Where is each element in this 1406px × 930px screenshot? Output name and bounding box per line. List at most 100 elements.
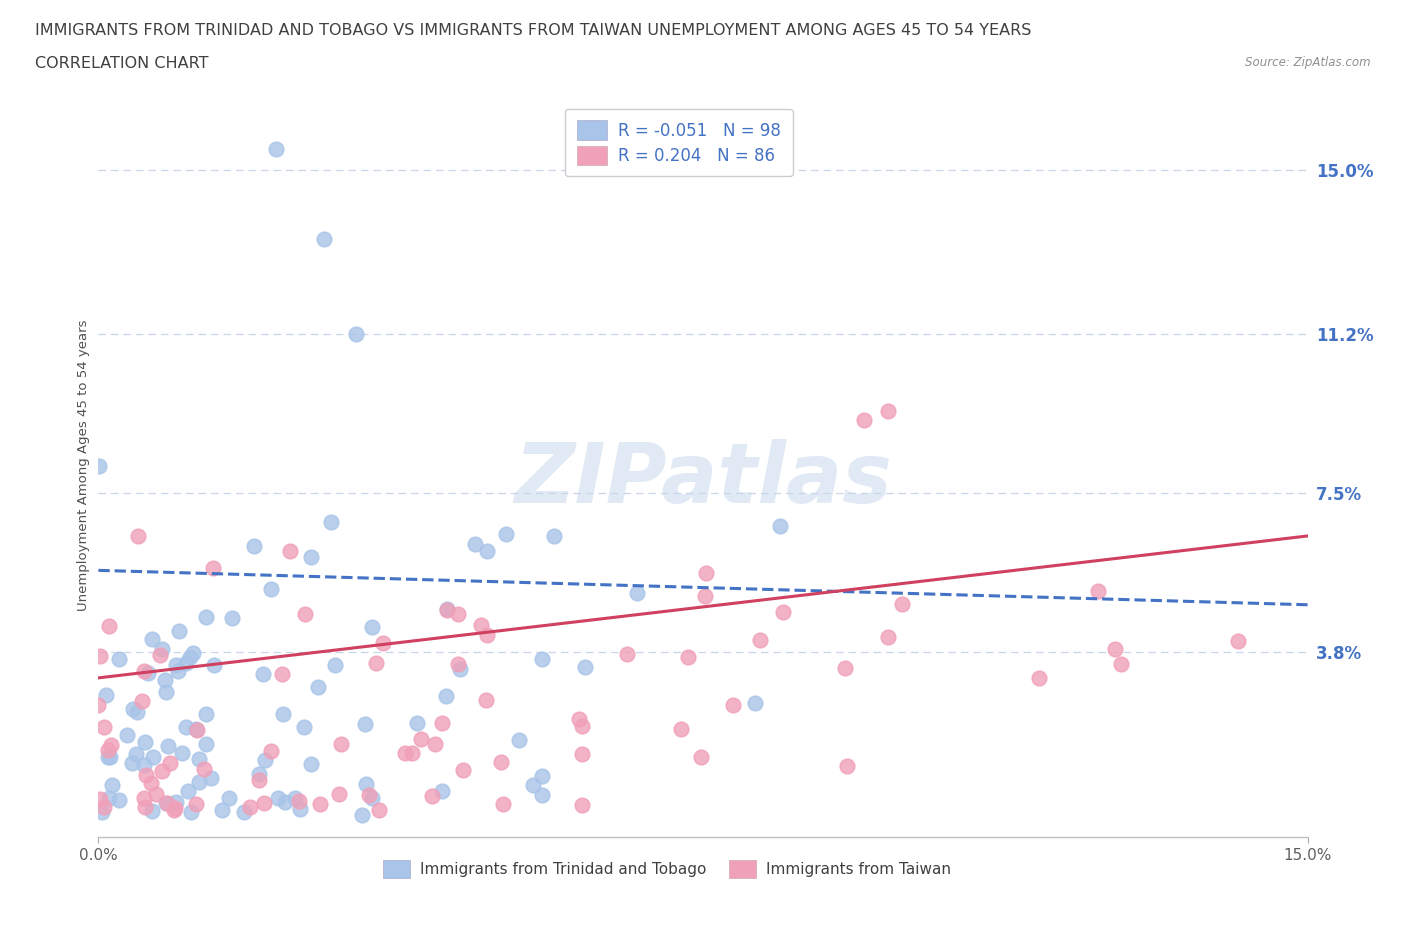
Point	[401, 745, 423, 760]
Point	[530, 787, 553, 802]
Point	[449, 661, 471, 676]
Point	[145, 787, 167, 802]
Point	[156, 796, 179, 811]
Point	[571, 718, 593, 733]
Point	[239, 800, 262, 815]
Point	[247, 766, 270, 781]
Point	[165, 794, 187, 809]
Point	[574, 660, 596, 675]
Point	[361, 619, 384, 634]
Point	[134, 735, 156, 750]
Point	[254, 753, 277, 768]
Point	[150, 642, 173, 657]
Point	[409, 732, 432, 747]
Point	[530, 768, 553, 783]
Point	[195, 610, 218, 625]
Point	[141, 804, 163, 818]
Point	[853, 412, 876, 427]
Point	[155, 684, 177, 699]
Point	[131, 694, 153, 709]
Point	[155, 795, 177, 810]
Point	[134, 790, 156, 805]
Point	[423, 737, 446, 751]
Point	[188, 751, 211, 766]
Point	[278, 543, 301, 558]
Point	[122, 702, 145, 717]
Point	[394, 746, 416, 761]
Text: IMMIGRANTS FROM TRINIDAD AND TOBAGO VS IMMIGRANTS FROM TAIWAN UNEMPLOYMENT AMONG: IMMIGRANTS FROM TRINIDAD AND TOBAGO VS I…	[35, 23, 1032, 38]
Point	[184, 797, 207, 812]
Point	[89, 791, 111, 806]
Point	[218, 790, 240, 805]
Point	[247, 773, 270, 788]
Point	[323, 658, 346, 672]
Point	[243, 539, 266, 554]
Point	[108, 652, 131, 667]
Point	[571, 797, 593, 812]
Point	[134, 799, 156, 814]
Point	[288, 802, 311, 817]
Point	[626, 586, 648, 601]
Point	[142, 750, 165, 764]
Point	[367, 803, 389, 817]
Point	[474, 693, 496, 708]
Point	[150, 764, 173, 778]
Point	[117, 727, 139, 742]
Point	[101, 777, 124, 792]
Point	[180, 804, 202, 819]
Point	[174, 656, 197, 671]
Point	[186, 723, 208, 737]
Point	[543, 528, 565, 543]
Point	[132, 664, 155, 679]
Point	[194, 707, 217, 722]
Point	[567, 711, 589, 726]
Point	[96, 688, 118, 703]
Point	[876, 630, 898, 644]
Point	[260, 744, 283, 759]
Point	[436, 603, 458, 618]
Point	[156, 738, 179, 753]
Point	[288, 793, 311, 808]
Point	[877, 404, 900, 418]
Point	[132, 757, 155, 772]
Point	[153, 672, 176, 687]
Point	[475, 628, 498, 643]
Point	[669, 722, 692, 737]
Point	[489, 754, 512, 769]
Point	[430, 784, 453, 799]
Point	[188, 775, 211, 790]
Point	[364, 656, 387, 671]
Point	[135, 768, 157, 783]
Point	[314, 232, 336, 246]
Point	[744, 695, 766, 710]
Point	[93, 720, 115, 735]
Point	[1087, 584, 1109, 599]
Point	[221, 611, 243, 626]
Point	[508, 733, 530, 748]
Point	[695, 565, 717, 580]
Point	[616, 646, 638, 661]
Point	[274, 794, 297, 809]
Point	[165, 658, 187, 672]
Point	[436, 602, 458, 617]
Point	[308, 797, 330, 812]
Text: ZIPatlas: ZIPatlas	[515, 439, 891, 521]
Point	[1104, 642, 1126, 657]
Point	[571, 747, 593, 762]
Point	[329, 737, 352, 751]
Point	[307, 680, 329, 695]
Point	[89, 648, 111, 663]
Point	[695, 589, 717, 604]
Point	[420, 788, 443, 803]
Point	[200, 771, 222, 786]
Point	[174, 720, 197, 735]
Point	[98, 618, 121, 633]
Point	[127, 528, 149, 543]
Point	[492, 796, 515, 811]
Point	[194, 736, 217, 751]
Point	[890, 596, 912, 611]
Point	[772, 604, 794, 619]
Point	[1109, 657, 1132, 671]
Point	[139, 776, 162, 790]
Point	[125, 747, 148, 762]
